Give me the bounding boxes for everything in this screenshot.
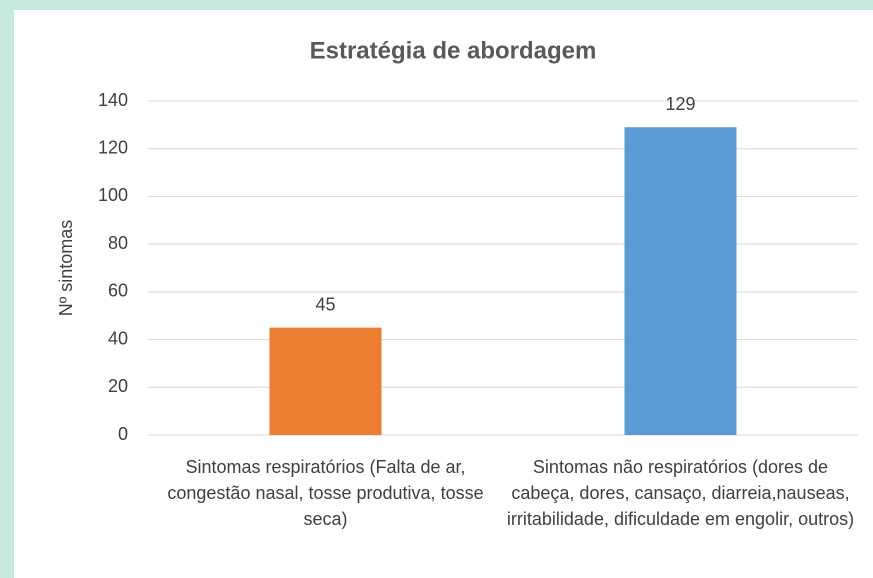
y-tick-label: 100 xyxy=(98,185,128,205)
y-tick-label: 140 xyxy=(98,90,128,110)
bar xyxy=(624,127,737,435)
x-tick-label: Sintomas respiratórios (Falta de ar, con… xyxy=(167,457,484,529)
chart-title: Estratégia de abordagem xyxy=(310,37,597,64)
x-tick-label-box: Sintomas não respiratórios (dores de cab… xyxy=(506,457,855,529)
data-label: 45 xyxy=(315,294,335,314)
x-tick-label: Sintomas não respiratórios (dores de cab… xyxy=(506,457,855,529)
y-tick-label: 20 xyxy=(108,376,128,396)
y-tick-label: 0 xyxy=(118,424,128,444)
y-axis-label: Nº sintomas xyxy=(56,220,76,317)
y-tick-label: 40 xyxy=(108,328,128,348)
data-label: 129 xyxy=(665,94,695,114)
x-tick-label-box: Sintomas respiratórios (Falta de ar, con… xyxy=(167,457,484,529)
bar xyxy=(269,327,382,435)
y-tick-label: 60 xyxy=(108,281,128,301)
y-tick-label: 120 xyxy=(98,137,128,157)
y-tick-label: 80 xyxy=(108,233,128,253)
